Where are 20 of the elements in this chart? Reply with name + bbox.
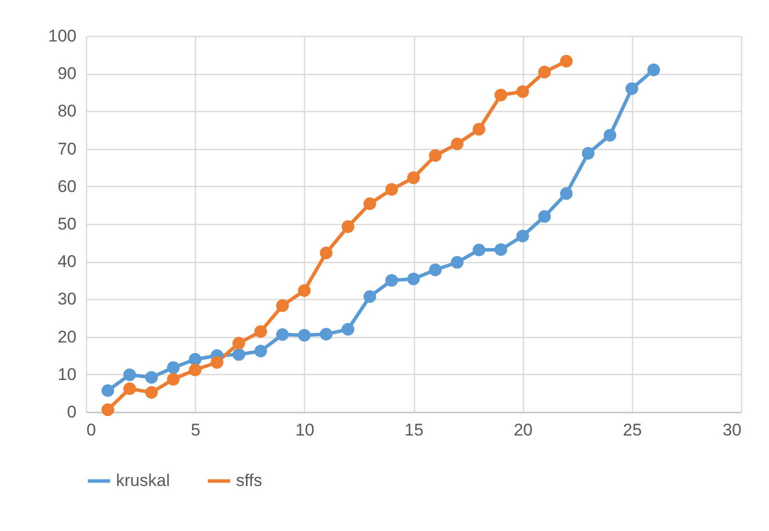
x-tick-label: 0: [86, 420, 96, 440]
x-tick-label: 10: [295, 420, 314, 440]
y-tick-label: 0: [67, 402, 76, 422]
y-tick-label: 100: [48, 26, 76, 46]
y-tick-label: 10: [58, 364, 76, 384]
y-tick-label: 70: [58, 139, 76, 158]
y-tick-label: 60: [58, 176, 76, 196]
y-tick-label: 80: [58, 102, 76, 121]
y-tick-label: 20: [58, 327, 76, 346]
y-tick-label: 30: [58, 290, 76, 309]
y-tick-label: 40: [58, 252, 76, 272]
x-tick-label: 15: [404, 420, 424, 440]
y-tick-label: 50: [58, 214, 76, 234]
x-tick-label: 30: [722, 420, 742, 440]
y-tick-label: 90: [58, 64, 76, 84]
x-tick-label: 25: [622, 420, 642, 440]
legend-label: sffs: [236, 471, 262, 490]
x-tick-label: 5: [190, 420, 200, 440]
x-tick-label: 20: [514, 420, 533, 440]
legend-label: kruskal: [116, 471, 170, 490]
